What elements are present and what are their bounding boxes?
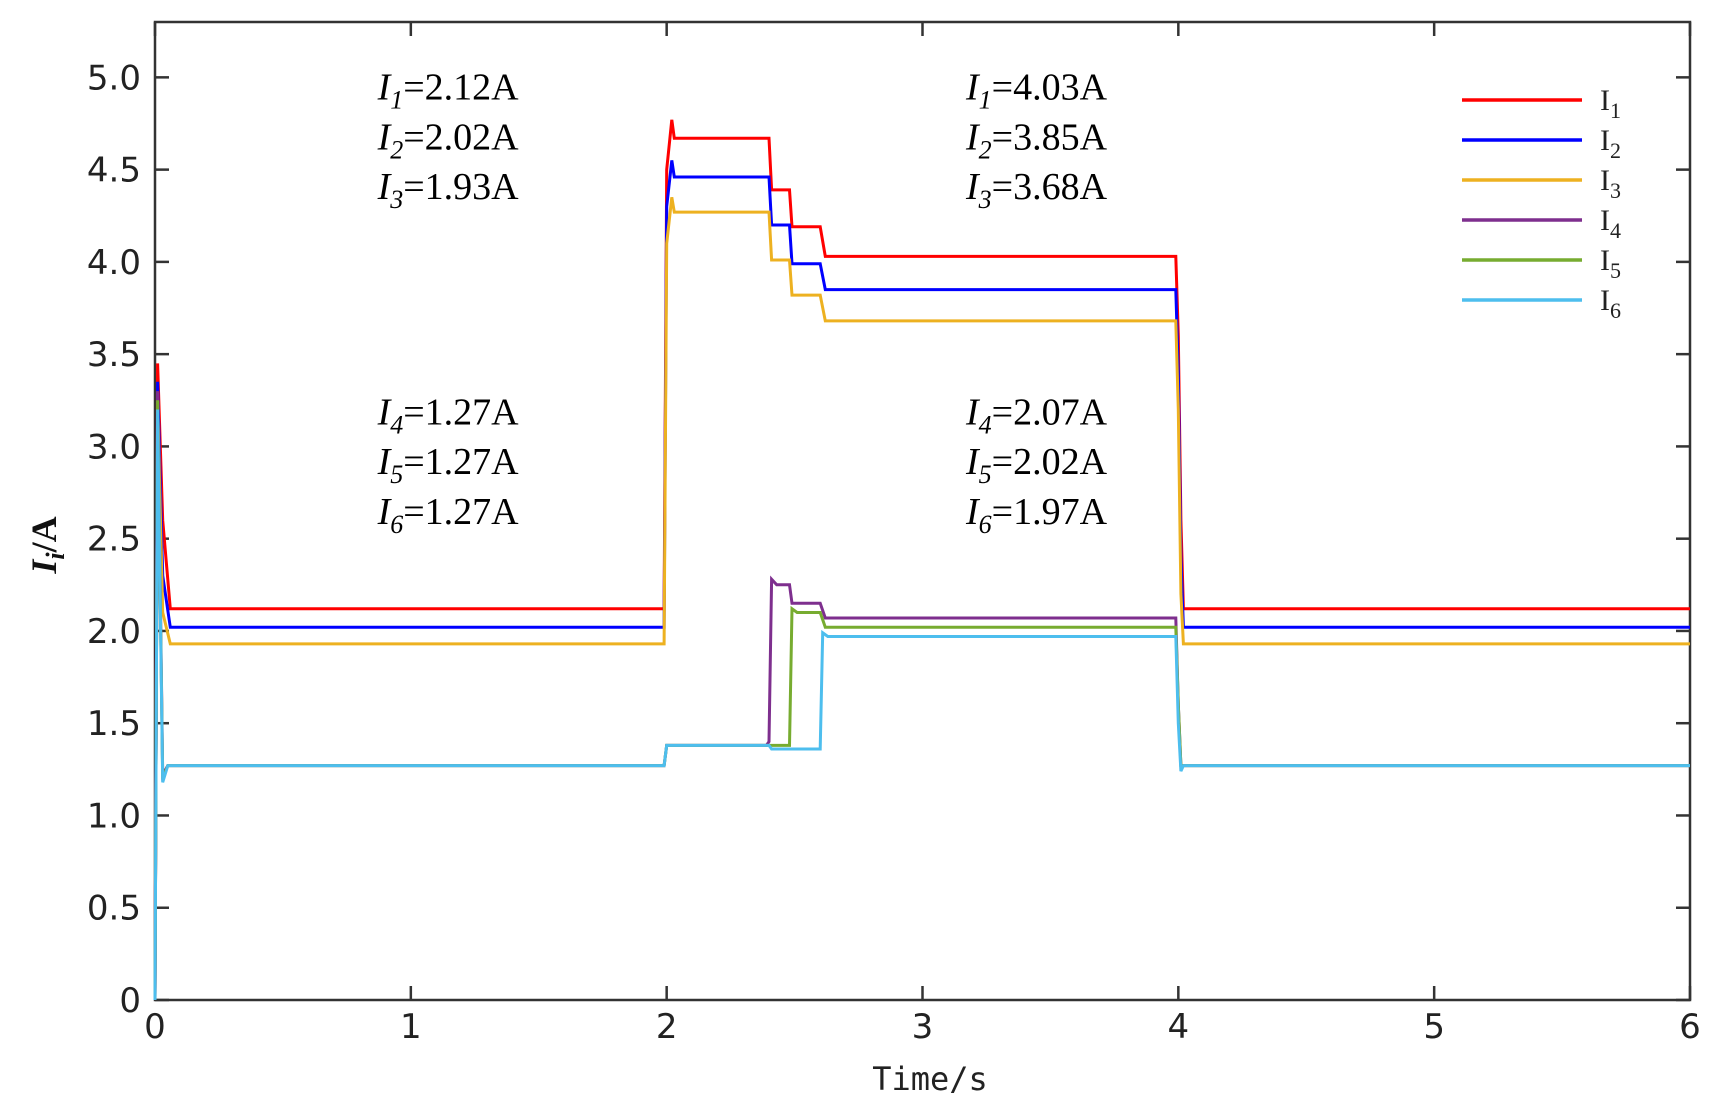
x-tick-label: 1	[400, 1007, 422, 1047]
y-tick-label: 0	[119, 981, 141, 1021]
annotation-text: I3=1.93A	[377, 166, 520, 214]
series-line-i1	[153, 119, 1690, 1001]
annotation-text: I3=3.68A	[965, 166, 1108, 214]
x-tick-label: 5	[1423, 1007, 1445, 1047]
legend-entry-i3: I3	[1462, 164, 1621, 203]
series-line-i6	[153, 409, 1690, 1001]
legend-entry-i5: I5	[1462, 244, 1621, 283]
y-tick-label: 3.0	[87, 427, 141, 467]
series-line-i3	[153, 197, 1690, 1001]
y-tick-label: 4.0	[87, 243, 141, 283]
axis-labels: Time/s Ii/A	[24, 516, 988, 1098]
y-tick-label: 1.0	[87, 796, 141, 836]
legend-label: I4	[1600, 204, 1621, 243]
annotation-text: I1=4.03A	[965, 67, 1108, 115]
annotation-text: I6=1.27A	[377, 491, 520, 539]
y-tick-label: 4.5	[87, 151, 141, 191]
y-axis-label: Ii/A	[24, 516, 70, 574]
x-tick-label: 2	[656, 1007, 678, 1047]
y-tick-label: 3.5	[87, 335, 141, 375]
annotation-text: I5=2.02A	[965, 441, 1108, 489]
legend-entry-i2: I2	[1462, 124, 1621, 163]
x-tick-label: 4	[1168, 1007, 1190, 1047]
annotation-text: I6=1.97A	[965, 491, 1108, 539]
y-tick-label: 2.0	[87, 612, 141, 652]
legend-entry-i4: I4	[1462, 204, 1621, 243]
series-group	[153, 119, 1690, 1001]
y-tick-label: 2.5	[87, 520, 141, 560]
legend-label: I5	[1600, 244, 1621, 283]
x-tick-label: 6	[1679, 1007, 1701, 1047]
legend-entry-i1: I1	[1462, 84, 1621, 123]
annotation-text: I4=1.27A	[377, 391, 520, 439]
x-axis-label: Time/s	[872, 1060, 988, 1098]
annotation-text: I2=3.85A	[965, 116, 1108, 164]
legend-label: I2	[1600, 124, 1621, 163]
legend-label: I3	[1600, 164, 1621, 203]
axes: 0 1 2 3 4 5 6 0 0.5 1.0 1.5 2.0 2.5 3.0 3.5 4.0 4.5 5.0	[87, 20, 1701, 1047]
legend-label: I6	[1600, 284, 1621, 323]
annotation-text: I1=2.12A	[377, 67, 520, 115]
y-tick-label: 0.5	[87, 889, 141, 929]
legend-entry-i6: I6	[1462, 284, 1621, 323]
legend-label: I1	[1600, 84, 1621, 123]
y-tick-label: 5.0	[87, 58, 141, 98]
annotation-text: I4=2.07A	[965, 391, 1108, 439]
series-line-i2	[153, 160, 1690, 1001]
x-tick-label: 0	[144, 1007, 166, 1047]
x-tick-label: 3	[912, 1007, 934, 1047]
annotation-text: I5=1.27A	[377, 441, 520, 489]
annotation-text: I2=2.02A	[377, 116, 520, 164]
y-tick-label: 1.5	[87, 704, 141, 744]
